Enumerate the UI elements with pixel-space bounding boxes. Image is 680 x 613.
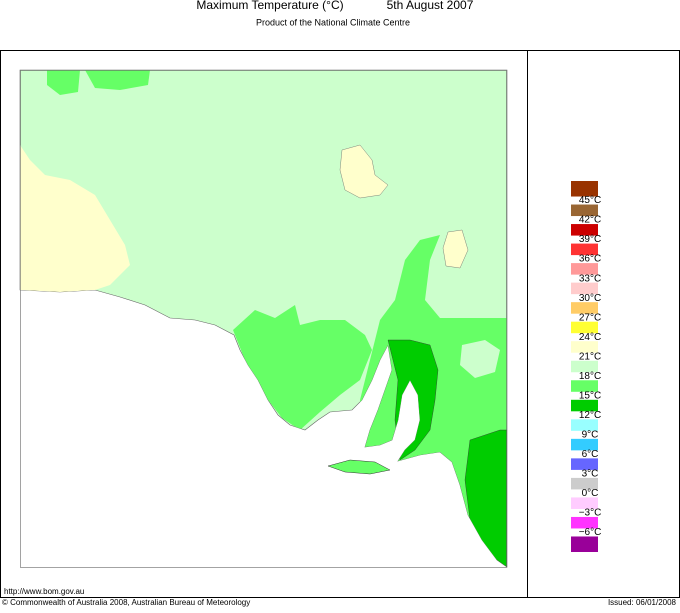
legend-swatch [571, 493, 598, 513]
legend-label-bg [571, 430, 598, 439]
legend-swatch [571, 317, 598, 338]
legend-label-bg [571, 391, 598, 400]
copyright: © Commonwealth of Australia 2008, Austra… [2, 598, 250, 607]
legend-label-bg [571, 333, 598, 342]
date: 5th August 2007 [387, 0, 474, 12]
legend-label-bg [571, 196, 598, 205]
legend-label: 18°C [579, 371, 601, 382]
legend-swatch [571, 434, 598, 455]
legend: 45°C 42°C 39°C 36°C 33°C 30°C 27°C 24°C 21°C 18°C… [571, 181, 601, 552]
subtitle: Product of the National Climate Centre [256, 17, 410, 27]
legend-label: 12°C [579, 410, 601, 421]
legend-swatch [571, 532, 598, 552]
legend-label: 6°C [582, 449, 599, 460]
legend-label: 24°C [579, 332, 601, 343]
legend-label: 36°C [579, 254, 601, 265]
legend-label: 33°C [579, 273, 601, 284]
legend-label-bg [571, 294, 598, 303]
legend-label: −3°C [579, 508, 602, 519]
title: Maximum Temperature (°C) [196, 0, 343, 12]
legend-swatch [571, 512, 598, 533]
legend-label: 0°C [582, 488, 599, 499]
legend-swatch [571, 395, 598, 416]
legend-label-bg [571, 372, 598, 381]
legend-swatch [571, 278, 598, 299]
legend-label-bg [571, 274, 598, 283]
legend-label-bg [571, 489, 598, 498]
legend-label: 30°C [579, 293, 601, 304]
legend-swatch [571, 239, 598, 260]
legend-label: 42°C [579, 215, 601, 226]
legend-swatch [571, 473, 598, 494]
legend-label-bg [571, 216, 598, 225]
legend-label-bg [571, 469, 598, 478]
legend-label-bg [571, 313, 598, 322]
legend-label-bg [571, 508, 598, 517]
legend-label-bg [571, 235, 598, 244]
legend-swatch [571, 200, 598, 221]
legend-swatch [571, 298, 598, 318]
legend-label: 15°C [579, 390, 601, 401]
legend-label: 9°C [582, 429, 599, 440]
url: http://www.bom.gov.au [4, 587, 84, 596]
legend-label-bg [571, 528, 598, 537]
legend-label: 27°C [579, 312, 601, 323]
legend-label-bg [571, 352, 598, 361]
legend-swatch [571, 415, 598, 435]
legend-swatch [571, 454, 598, 474]
land [19, 69, 508, 568]
legend-swatch [571, 337, 598, 357]
legend-label-bg [571, 255, 598, 264]
legend-label: 21°C [579, 351, 601, 362]
legend-label: 3°C [582, 469, 599, 480]
legend-swatch [571, 356, 598, 377]
legend-panel [527, 50, 680, 598]
legend-swatch [571, 376, 598, 396]
issued: Issued: 06/01/2008 [608, 598, 677, 607]
legend-label: 39°C [579, 234, 601, 245]
legend-label-bg [571, 411, 598, 420]
legend-swatch [571, 181, 598, 201]
legend-label: 45°C [579, 195, 601, 206]
legend-label-bg [571, 450, 598, 459]
legend-label: −6°C [579, 527, 602, 538]
legend-swatch [571, 220, 598, 240]
legend-swatch [571, 259, 598, 279]
